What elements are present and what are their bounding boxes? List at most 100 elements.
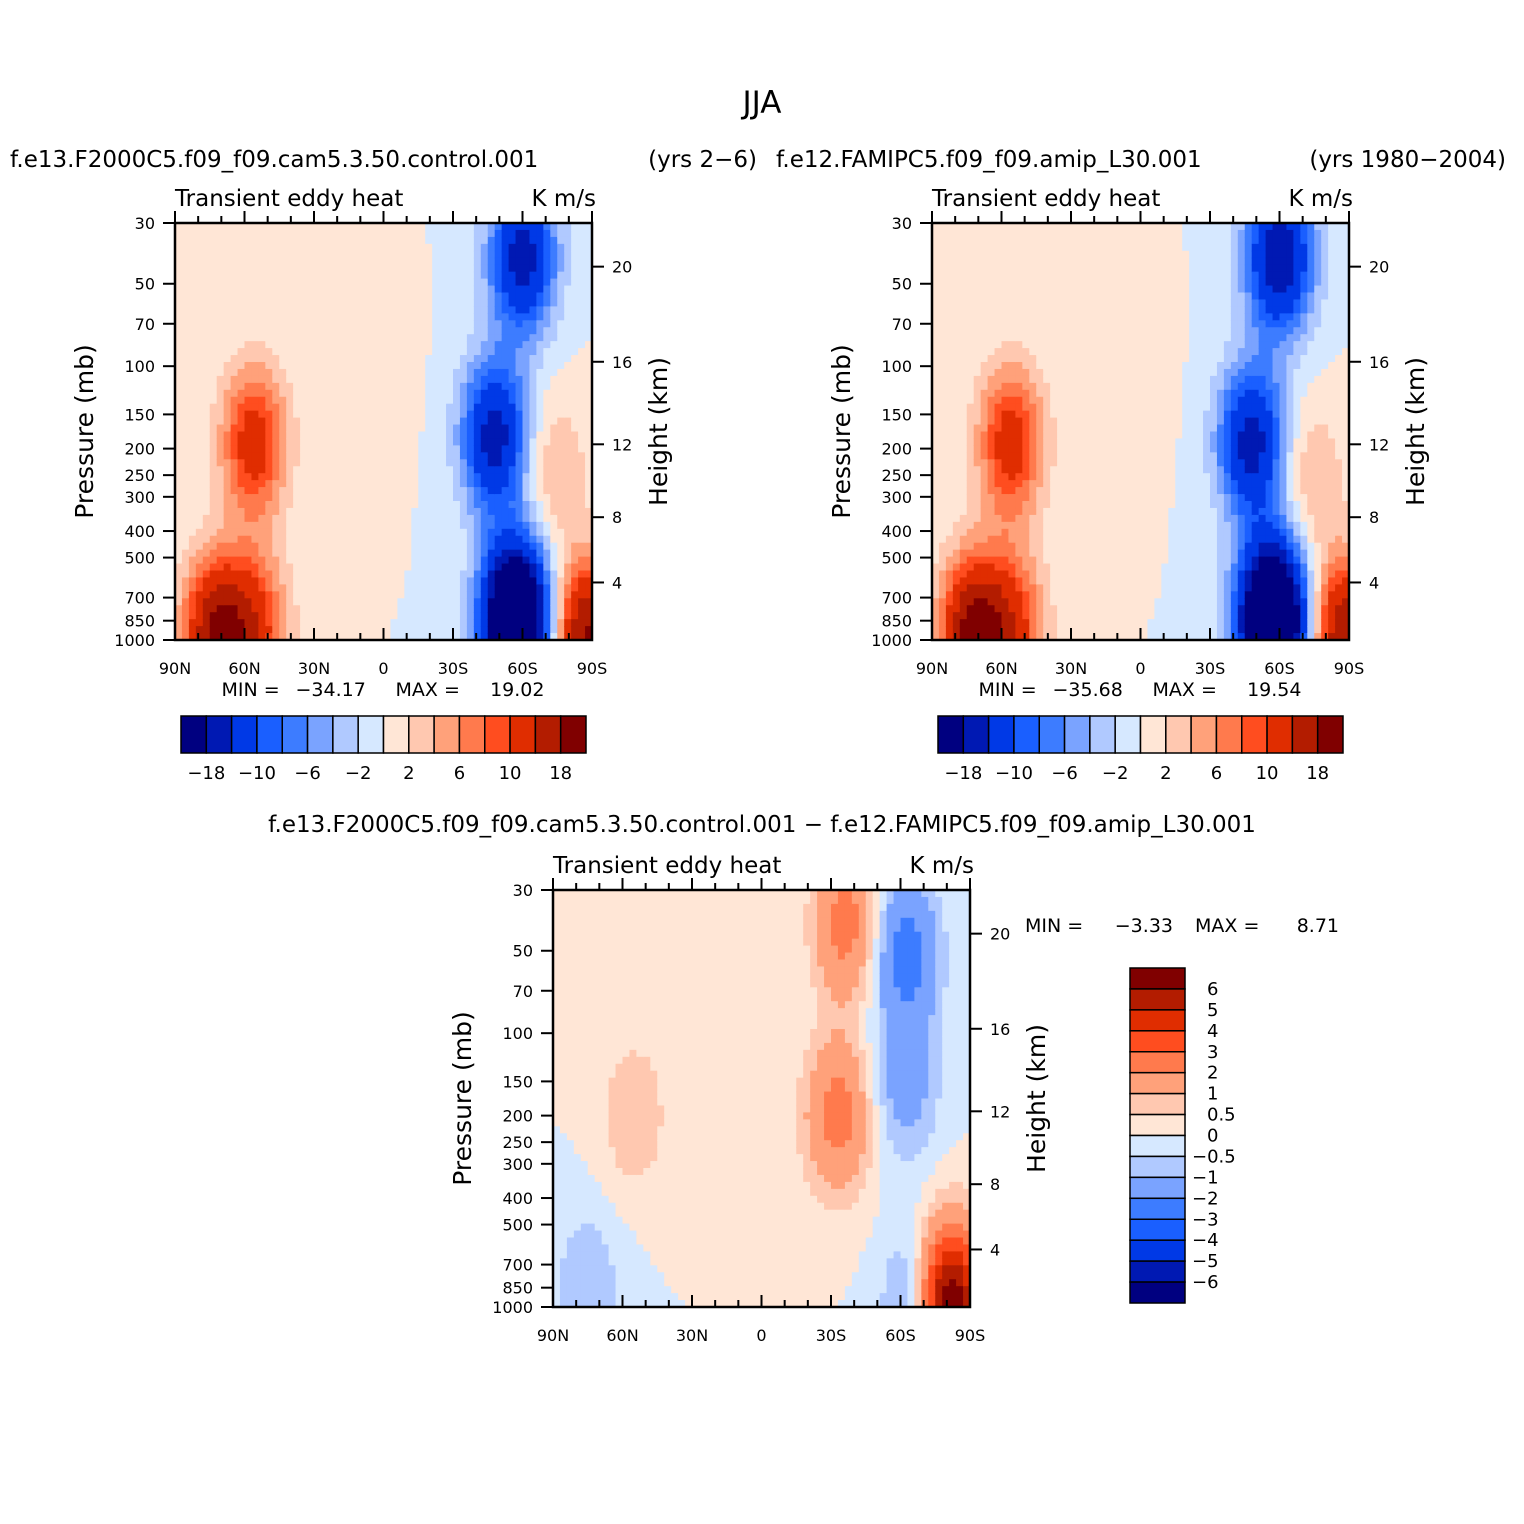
contour-cell (425, 459, 433, 467)
contour-cell (966, 535, 975, 544)
contour-cell (439, 278, 447, 287)
contour-cell (557, 348, 565, 356)
contour-cell (536, 424, 544, 433)
contour-cell (355, 591, 364, 599)
contour-cell (411, 348, 419, 356)
contour-cell (550, 355, 558, 363)
contour-cell (376, 299, 385, 307)
contour-cell (522, 626, 531, 634)
contour-cell (258, 473, 266, 481)
contour-cell (418, 341, 426, 349)
contour-cell (279, 466, 287, 474)
contour-cell (397, 431, 405, 440)
contour-cell (446, 598, 454, 606)
contour-cell (314, 223, 322, 231)
contour-cell (314, 556, 322, 565)
contour-cell (1022, 264, 1030, 273)
contour-cell (508, 591, 517, 599)
contour-cell (959, 431, 968, 440)
contour-cell (952, 417, 961, 426)
contour-cell (404, 417, 412, 426)
contour-cell (932, 355, 940, 363)
contour-cell (938, 619, 947, 627)
contour-cell (188, 264, 197, 273)
contour-cell (188, 313, 197, 321)
lat-tick-label: 60N (228, 659, 260, 678)
contour-cell (1064, 403, 1072, 412)
contour-cell (1008, 563, 1016, 572)
contour-cell (966, 473, 975, 481)
contour-cell (1001, 382, 1010, 391)
contour-cell (487, 410, 496, 419)
contour-cell (265, 514, 273, 523)
contour-cell (341, 292, 350, 301)
contour-cell (459, 348, 468, 356)
contour-cell (432, 264, 440, 273)
contour-cell (307, 494, 315, 502)
contour-cell (265, 452, 273, 460)
contour-cell (258, 445, 266, 453)
contour-cell (1064, 236, 1072, 245)
contour-cell (466, 466, 475, 474)
contour-cell (237, 396, 246, 405)
contour-cell (952, 605, 961, 613)
contour-cell (508, 334, 517, 342)
contour-cell (1008, 389, 1016, 398)
contour-cell (529, 410, 537, 419)
contour-cell (300, 348, 308, 356)
contour-cell (973, 501, 982, 509)
contour-cell (453, 306, 461, 314)
contour-cell (439, 494, 447, 502)
contour-cell (571, 584, 579, 592)
contour-cell (522, 577, 531, 585)
contour-cell (966, 341, 975, 349)
contour-cell (320, 403, 329, 412)
contour-cell (369, 278, 378, 287)
contour-cell (383, 598, 392, 606)
contour-cell (571, 459, 579, 467)
contour-cell (272, 626, 280, 634)
contour-cell (480, 507, 489, 516)
contour-cell (383, 348, 392, 356)
contour-cell (1057, 271, 1065, 280)
contour-cell (425, 236, 433, 245)
contour-cell (501, 334, 510, 342)
contour-cell (994, 327, 1003, 335)
contour-cell (188, 250, 197, 259)
contour-cell (181, 480, 190, 488)
contour-cell (293, 542, 301, 551)
contour-cell (314, 264, 322, 273)
contour-cell (480, 264, 489, 273)
colorbar-box (180, 715, 208, 754)
contour-cell (585, 619, 593, 627)
contour-cell (327, 473, 336, 481)
contour-cell (1071, 556, 1079, 565)
contour-cell (251, 271, 259, 280)
contour-cell (529, 514, 537, 523)
contour-cell (425, 480, 433, 488)
contour-cell (959, 341, 968, 349)
contour-cell (543, 605, 551, 613)
contour-cell (959, 605, 968, 613)
contour-cell (439, 598, 447, 606)
contour-cell (987, 236, 996, 245)
contour-cell (265, 445, 273, 453)
contour-cell (397, 577, 405, 585)
contour-cell (550, 556, 558, 565)
contour-cell (181, 591, 190, 599)
contour-cell (1015, 389, 1023, 398)
contour-cell (314, 549, 322, 558)
contour-cell (334, 598, 343, 606)
contour-cell (980, 542, 989, 551)
contour-cell (459, 327, 468, 335)
contour-cell (272, 334, 280, 342)
contour-cell (209, 459, 218, 467)
contour-cell (362, 264, 371, 273)
contour-cell (1064, 473, 1072, 481)
contour-cell (932, 528, 940, 537)
contour-cell (258, 424, 266, 433)
contour-cell (459, 549, 468, 558)
contour-cell (578, 633, 586, 641)
contour-cell (529, 626, 537, 634)
contour-cell (244, 320, 253, 328)
